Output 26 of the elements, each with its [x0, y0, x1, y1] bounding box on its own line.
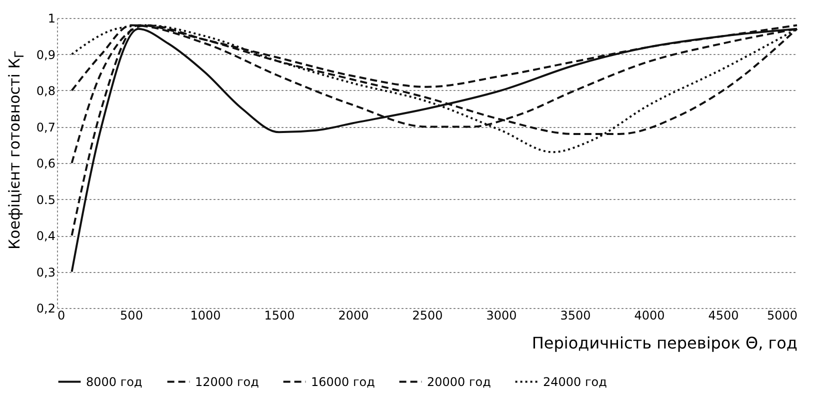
x-tick-label: 2000	[338, 308, 369, 322]
y-tick-label: 0.5	[36, 192, 56, 207]
y-tick-label: 0,6	[36, 156, 56, 170]
y-tick-label: 0,9	[36, 48, 56, 62]
y-tick-label: 0,4	[36, 229, 56, 243]
x-tick-label: 3500	[560, 308, 591, 322]
y-tick-label: 1	[48, 12, 56, 26]
x-tick-label: 2500	[412, 308, 443, 322]
x-tick-label: 5000	[766, 308, 798, 322]
legend-label: 16000 год	[311, 374, 375, 389]
x-tick-label: 500	[120, 308, 143, 322]
x-tick-label: 0	[58, 308, 66, 322]
legend-label: 20000 год	[427, 374, 491, 389]
x-tick-label: 4500	[708, 308, 739, 322]
legend-label: 12000 год	[195, 374, 259, 389]
x-tick-label: 1000	[190, 308, 221, 322]
y-tick-label: 0,8	[36, 84, 56, 98]
x-tick-label: 1500	[264, 308, 295, 322]
y-tick-label: 0,7	[36, 120, 56, 134]
legend-label: 24000 год	[543, 374, 607, 389]
x-axis-title: Періодичність перевірок Θ, год	[532, 334, 798, 352]
y-tick-label: 0,2	[36, 302, 56, 316]
x-tick-label: 4000	[634, 308, 665, 322]
x-tick-label: 3000	[486, 308, 517, 322]
legend-label: 8000 год	[86, 374, 142, 389]
y-tick-label: 0,3	[36, 265, 56, 280]
